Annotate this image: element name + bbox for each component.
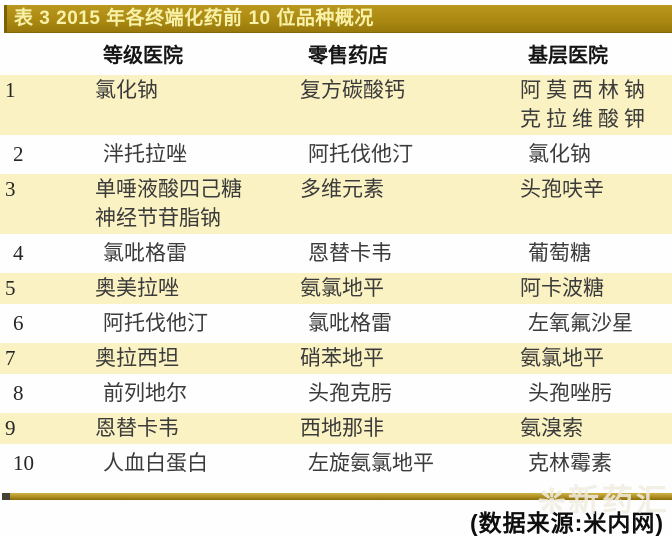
table-row: 10 人血白蛋白 左旋氨氯地平 克林霉素 [8,446,672,481]
data-source-note: (数据来源:米内网) [470,510,664,536]
table-row: 9 恩替卡韦 西地那非 氨溴索 [0,413,672,444]
drug-cell: 氯化钠 [528,140,672,169]
drug-cell: 氯吡格雷 [308,309,528,338]
drug-name: 前列地尔 [103,381,187,405]
table-header: 等级医院 零售药店 基层医院 [8,33,672,73]
table-row: 1 氯化钠 复方碳酸钙 阿莫西林钠克拉维酸钾 [0,75,672,135]
drug-name: 人血白蛋白 [103,451,208,475]
drug-cell: 左氧氟沙星 [528,309,672,338]
drug-name: 氯化钠 [528,142,591,166]
table-row: 2 泮托拉唑 阿托伐他汀 氯化钠 [8,137,672,172]
drug-cell: 奥美拉唑 [95,274,300,303]
drug-name: 阿托伐他汀 [103,311,208,335]
drug-cell: 头孢呋辛 [520,175,672,204]
drug-cell: 氯化钠 [95,76,300,105]
drug-cell: 氨溴索 [520,414,672,443]
table-figure: 表 3 2015 年各终端化药前 10 位品种概况 等级医院 零售药店 基层医院… [0,5,672,538]
drug-name: 头孢克肟 [308,381,392,405]
column-header-primary-hospitals: 基层医院 [528,44,608,67]
rank-cell: 6 [13,311,24,335]
table-row: 7 奥拉西坦 硝苯地平 氨氯地平 [0,343,672,374]
table-title: 表 3 2015 年各终端化药前 10 位品种概况 [4,5,672,33]
rank-cell: 5 [5,276,16,300]
drug-cell: 克林霉素 [528,449,672,478]
rank-cell: 8 [13,381,24,405]
drug-name: 氨氯地平 [300,276,384,300]
drug-cell: 复方碳酸钙 [300,76,520,105]
drug-name: 克林霉素 [528,451,612,475]
drug-cell: 恩替卡韦 [308,239,528,268]
rank-cell: 3 [5,177,16,201]
column-header-retail-pharmacies: 零售药店 [308,44,388,67]
drug-name: 硝苯地平 [300,346,384,370]
drug-cell: 阿托伐他汀 [308,140,528,169]
drug-name: 氯化钠 [95,78,158,102]
drug-name: 泮托拉唑 [103,142,187,166]
drug-name: 奥美拉唑 [95,276,179,300]
bottom-rule [2,493,672,500]
rank-cell: 10 [13,451,34,475]
drug-name: 单唾液酸四己糖 [95,177,242,201]
drug-cell: 头孢唑肟 [528,379,672,408]
drug-name: 恩替卡韦 [308,241,392,265]
drug-name: 氨溴索 [520,416,583,440]
drug-cell: 葡萄糖 [528,239,672,268]
drug-name: 阿卡波糖 [520,276,604,300]
rank-cell: 4 [13,241,24,265]
drug-name: 葡萄糖 [528,241,591,265]
table-row: 4 氯吡格雷 恩替卡韦 葡萄糖 [8,236,672,271]
drug-cell: 阿莫西林钠克拉维酸钾 [520,76,672,134]
drug-cell: 奥拉西坦 [95,344,300,373]
drug-name: 复方碳酸钙 [300,78,405,102]
rank-cell: 9 [5,416,16,440]
drug-name: 阿托伐他汀 [308,142,413,166]
drug-name: 头孢呋辛 [520,177,604,201]
drug-cell: 阿托伐他汀 [103,309,308,338]
drug-name: 氯吡格雷 [308,311,392,335]
drug-cell: 西地那非 [300,414,520,443]
drug-cell: 左旋氨氯地平 [308,449,528,478]
drug-name: 克拉维酸钾 [520,107,650,131]
drug-cell: 硝苯地平 [300,344,520,373]
rank-cell: 1 [5,78,16,102]
drug-cell: 氯吡格雷 [103,239,308,268]
table-row: 6 阿托伐他汀 氯吡格雷 左氧氟沙星 [8,306,672,341]
table-row: 5 奥美拉唑 氨氯地平 阿卡波糖 [0,273,672,304]
drug-name: 神经节苷脂钠 [95,206,221,230]
drug-cell: 氨氯地平 [300,274,520,303]
drug-cell: 恩替卡韦 [95,414,300,443]
drug-name: 左旋氨氯地平 [308,451,434,475]
drug-name: 多维元素 [300,177,384,201]
drug-cell: 氨氯地平 [520,344,672,373]
table-row: 8 前列地尔 头孢克肟 头孢唑肟 [8,376,672,411]
drug-name: 左氧氟沙星 [528,311,633,335]
drug-name: 恩替卡韦 [95,416,179,440]
drug-cell: 单唾液酸四己糖 神经节苷脂钠 [95,175,300,233]
column-header-graded-hospitals: 等级医院 [103,44,183,67]
table-body: 1 氯化钠 复方碳酸钙 阿莫西林钠 克拉维酸钾 2 泮托拉唑 阿托伐他汀 氯化钠 3 单唾液酸四己糖… [0,75,672,481]
drug-cell: 前列地尔 [103,379,308,408]
rank-cell: 7 [5,346,16,370]
rank-cell: 2 [13,142,24,166]
table-row: 3 单唾液酸四己糖 神经节苷脂钠 多维元素 头孢呋辛 [0,174,672,234]
drug-cell: 人血白蛋白 [103,449,308,478]
drug-name: 奥拉西坦 [95,346,179,370]
drug-cell: 泮托拉唑 [103,140,308,169]
drug-name: 头孢唑肟 [528,381,612,405]
drug-name: 氨氯地平 [520,346,604,370]
drug-cell: 阿卡波糖 [520,274,672,303]
drug-cell: 头孢克肟 [308,379,528,408]
drug-cell: 多维元素 [300,175,520,204]
drug-name: 阿莫西林钠 [520,78,650,102]
drug-name: 西地那非 [300,416,384,440]
drug-name: 氯吡格雷 [103,241,187,265]
